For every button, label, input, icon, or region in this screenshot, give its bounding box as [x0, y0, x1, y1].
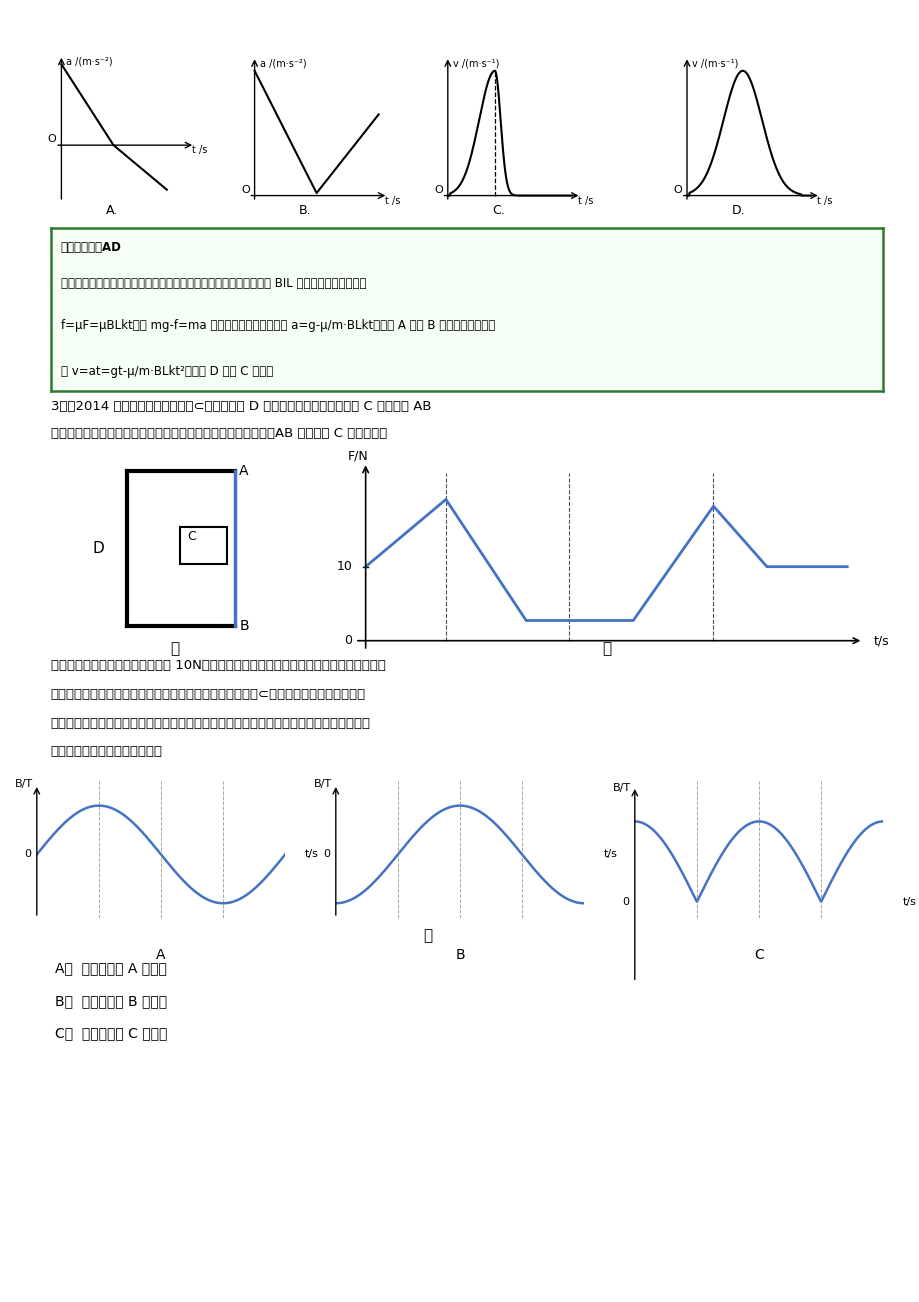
Text: 强磁场随时间变化的情况可能是: 强磁场随时间变化的情况可能是: [51, 745, 163, 758]
Text: C: C: [187, 530, 196, 543]
Text: 0: 0: [24, 849, 31, 859]
Text: C: C: [754, 948, 763, 962]
Text: B/T: B/T: [313, 779, 332, 789]
Text: A．  如图丙中的 A 图所示: A． 如图丙中的 A 图所示: [55, 962, 167, 975]
Bar: [179, 527, 227, 564]
Text: 形变量可认为相同。压力传感器测出压力随时间变化的图像如图乙所示。由此可以推断，匀: 形变量可认为相同。压力传感器测出压力随时间变化的图像如图乙所示。由此可以推断，匀: [51, 716, 370, 729]
Text: 顶在金属框架的两端，组成一个良好的矩形回路，如图甲所示。AB 与绝缘杆 C 间有压力传: 顶在金属框架的两端，组成一个良好的矩形回路，如图甲所示。AB 与绝缘杆 C 间有…: [51, 427, 386, 440]
Text: 周期性变化，设垂直于纸面向外方向的磁感应强度为正値，⊂形金属框架放入磁场前后的: 周期性变化，设垂直于纸面向外方向的磁感应强度为正値，⊂形金属框架放入磁场前后的: [51, 687, 366, 700]
Text: D: D: [92, 542, 104, 556]
Text: 0: 0: [344, 634, 352, 647]
Text: t/s: t/s: [873, 634, 889, 647]
Text: B/T: B/T: [15, 779, 33, 789]
Text: v /(m·s⁻¹): v /(m·s⁻¹): [691, 59, 738, 68]
Text: t/s: t/s: [902, 897, 916, 906]
Text: B．  如图丙中的 B 图所示: B． 如图丙中的 B 图所示: [55, 995, 167, 1008]
Text: t /s: t /s: [816, 195, 832, 206]
Text: a /(m·s⁻²): a /(m·s⁻²): [259, 59, 306, 68]
Text: t/s: t/s: [305, 849, 319, 859]
Text: C.: C.: [492, 203, 505, 216]
Text: O: O: [241, 185, 249, 195]
Text: 《名师解析》金属棒下落，竖直方向受到重力和摩擦力作用，安培力 BIL 提供压力作用，摩擦力: 《名师解析》金属棒下落，竖直方向受到重力和摩擦力作用，安培力 BIL 提供压力作…: [61, 277, 366, 289]
Text: A: A: [156, 948, 165, 962]
Text: A.: A.: [106, 203, 118, 216]
Text: 甲: 甲: [170, 641, 179, 656]
Text: D.: D.: [731, 203, 744, 216]
Text: t /s: t /s: [191, 145, 207, 155]
Text: 10: 10: [336, 560, 352, 573]
Text: f=μF=μBLkt，由 mg-f=ma 可得金属棒下落的加速度 a=g-μ/m·BLkt，选项 A 正确 B 错误。金属棒的速: f=μF=μBLkt，由 mg-f=ma 可得金属棒下落的加速度 a=g-μ/m…: [61, 319, 494, 332]
Text: A: A: [239, 465, 249, 478]
Text: 0: 0: [621, 897, 629, 906]
Text: O: O: [48, 134, 56, 145]
Text: a /(m·s⁻²): a /(m·s⁻²): [66, 56, 113, 66]
Text: 乙: 乙: [601, 642, 610, 656]
Text: t /s: t /s: [577, 195, 593, 206]
Text: C．  如图丙中的 C 图所示: C． 如图丙中的 C 图所示: [55, 1027, 167, 1040]
Text: 度 v=at=gt-μ/m·BLkt²，选项 D 正确 C 错误。: 度 v=at=gt-μ/m·BLkt²，选项 D 正确 C 错误。: [61, 365, 273, 378]
Text: O: O: [673, 185, 681, 195]
Text: F/N: F/N: [346, 449, 368, 462]
Text: B: B: [239, 620, 249, 634]
Text: O: O: [434, 185, 442, 195]
Text: 0: 0: [323, 849, 330, 859]
Text: t/s: t/s: [604, 849, 618, 859]
Text: 感器，开始时压力传感器的读数为 10N。将整个装置放在匀强磁场中，磁感应强度随时间做: 感器，开始时压力传感器的读数为 10N。将整个装置放在匀强磁场中，磁感应强度随时…: [51, 659, 385, 672]
Text: 《参考答案》AD: 《参考答案》AD: [61, 241, 121, 254]
Text: B/T: B/T: [612, 783, 630, 793]
Text: B: B: [455, 948, 464, 962]
Text: B.: B.: [299, 203, 312, 216]
Text: t /s: t /s: [384, 195, 400, 206]
Text: v /(m·s⁻¹): v /(m·s⁻¹): [452, 59, 499, 68]
Text: 丙: 丙: [423, 928, 432, 943]
Text: 3．（2014 北京市东城区模拟）将⊂形金属框架 D 固定在水平面上，用绝缘杆 C 将金属棒 AB: 3．（2014 北京市东城区模拟）将⊂形金属框架 D 固定在水平面上，用绝缘杆 …: [51, 400, 431, 413]
